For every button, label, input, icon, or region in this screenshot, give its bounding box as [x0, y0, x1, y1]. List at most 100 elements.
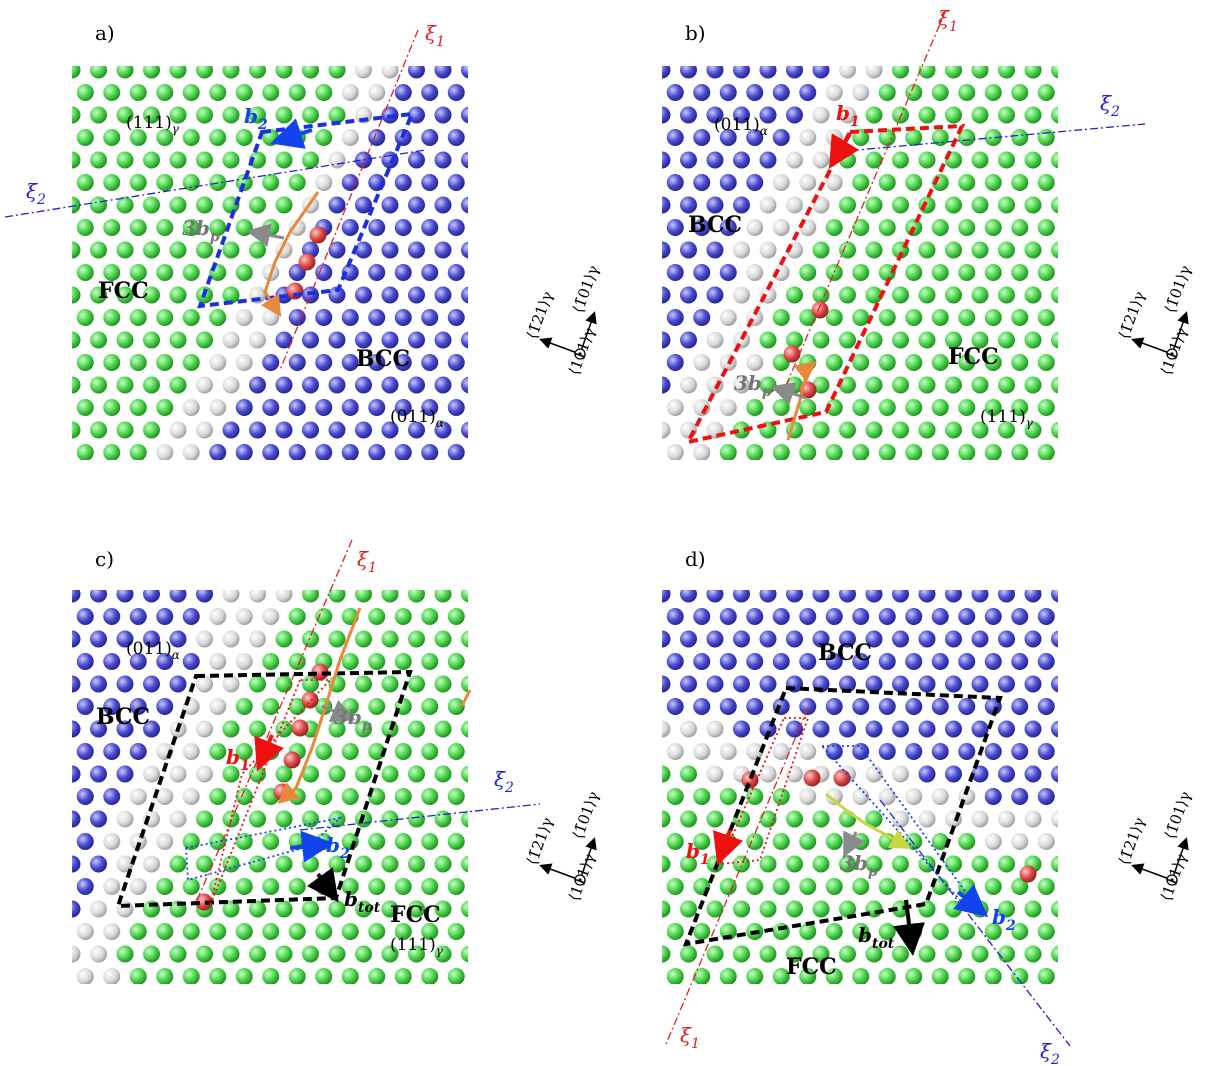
fcc-atom: [315, 563, 332, 580]
fcc-atom: [1091, 129, 1108, 146]
fcc-atom: [116, 945, 134, 963]
b2-label-a: b2: [244, 104, 268, 133]
fcc-atom: [501, 698, 518, 715]
fcc-atom: [116, 241, 134, 259]
fcc-atom: [209, 833, 227, 850]
other-atom: [786, 151, 803, 169]
bcc-atom: [719, 608, 737, 625]
fcc-atom: [878, 309, 896, 326]
bcc-atom: [1051, 630, 1058, 648]
fcc-atom: [103, 174, 121, 191]
bcc-atom: [601, 287, 618, 304]
other-atom: [235, 354, 253, 371]
fcc-atom: [447, 653, 465, 670]
fcc-atom: [984, 354, 1002, 371]
bcc-atom: [931, 743, 949, 760]
fcc-atom: [852, 878, 870, 895]
fcc-atom: [614, 923, 631, 940]
fcc-atom: [24, 444, 41, 461]
fcc-atom: [156, 264, 174, 281]
fcc-atom: [707, 991, 724, 1008]
fcc-atom: [315, 743, 333, 760]
bcc-atom: [129, 608, 147, 625]
fcc-atom: [249, 241, 266, 259]
fcc-atom: [958, 1013, 975, 1030]
fcc-atom: [156, 1013, 173, 1030]
fcc-atom: [905, 174, 923, 191]
fcc-atom: [614, 878, 631, 895]
fcc-atom: [275, 106, 293, 124]
fcc-atom: [852, 923, 870, 940]
bcc-atom: [448, 489, 465, 506]
fcc-atom: [394, 653, 412, 670]
fcc-atom: [666, 788, 684, 805]
fcc-atom: [143, 991, 160, 1008]
fcc-atom: [328, 720, 346, 738]
fcc-atom: [302, 630, 319, 648]
bcc-atom: [222, 421, 240, 439]
fcc-atom: [37, 242, 54, 259]
fcc-atom: [501, 878, 518, 895]
bcc-atom: [640, 84, 657, 101]
fcc-atom: [72, 106, 81, 124]
bcc-atom: [746, 608, 764, 625]
fcc-atom: [143, 376, 160, 394]
fcc-atom: [680, 945, 697, 963]
fcc-atom: [958, 354, 976, 371]
bcc-atom: [852, 743, 870, 760]
bcc-atom: [759, 66, 777, 79]
fcc-atom: [614, 968, 631, 985]
other-atom: [879, 39, 896, 56]
bcc-atom: [24, 788, 41, 805]
fcc-atom: [931, 354, 949, 371]
fcc-atom: [892, 66, 909, 79]
fcc-atom: [905, 489, 922, 506]
fcc-atom: [799, 444, 817, 460]
fcc-atom: [116, 331, 134, 349]
bcc-atom: [488, 62, 505, 79]
bcc-atom: [368, 354, 386, 371]
fcc-atom: [143, 331, 160, 349]
fcc-atom: [984, 878, 1002, 895]
fcc-atom: [799, 264, 817, 281]
fcc-atom: [328, 810, 346, 828]
fcc-atom: [182, 923, 200, 940]
other-atom: [719, 309, 737, 326]
fcc-atom: [169, 151, 187, 169]
fcc-atom: [328, 630, 346, 648]
fcc-atom: [693, 923, 711, 940]
bcc-atom: [381, 421, 399, 439]
bcc-atom: [627, 631, 644, 648]
fcc-atom: [918, 331, 936, 349]
bcc-atom: [447, 399, 465, 416]
bcc-atom: [1011, 653, 1029, 670]
fcc-atom: [222, 241, 240, 259]
fcc-atom: [905, 309, 923, 326]
fcc-atom: [958, 84, 976, 101]
triad-x-arrow: [1131, 337, 1173, 355]
bcc-atom: [720, 563, 737, 580]
fcc-atom: [11, 287, 28, 304]
fcc-atom: [945, 421, 962, 439]
bcc-atom: [1024, 630, 1042, 648]
fcc-atom: [931, 84, 949, 101]
bcc-atom: [746, 84, 764, 101]
xi1-line-c: [194, 539, 353, 906]
bcc-atom: [103, 653, 121, 670]
triad-z-label: ⟨111⟩γ: [1157, 325, 1191, 378]
plane-fcc-c: (111)γ: [390, 935, 444, 958]
other-atom: [733, 286, 750, 304]
other-atom: [235, 653, 253, 670]
burgers-circuit-b1-d: [718, 717, 810, 866]
bcc-atom: [394, 84, 412, 101]
bcc-atom: [918, 675, 936, 693]
triad-z-label: ⟨111⟩γ: [1157, 851, 1191, 904]
other-atom: [733, 331, 750, 349]
fcc-atom: [1091, 219, 1108, 236]
bcc-atom: [355, 331, 372, 349]
bcc-atom: [627, 676, 644, 693]
bcc-atom: [501, 444, 518, 461]
bcc-atom: [488, 152, 505, 169]
bcc-atom: [408, 467, 425, 484]
fcc-atom: [117, 467, 134, 484]
